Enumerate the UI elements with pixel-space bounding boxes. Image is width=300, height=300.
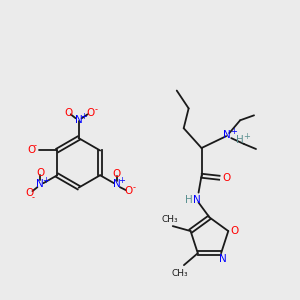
Text: H: H (185, 194, 193, 205)
Text: +: + (118, 176, 125, 185)
Text: CH₃: CH₃ (172, 268, 188, 278)
Text: +: + (80, 112, 87, 121)
Text: -: - (34, 141, 37, 150)
Text: CH₃: CH₃ (161, 215, 178, 224)
Text: -: - (95, 105, 98, 114)
Text: O: O (26, 188, 34, 198)
Text: -: - (132, 183, 135, 192)
Text: N: N (113, 179, 121, 189)
Text: O: O (36, 168, 44, 178)
Text: O: O (64, 108, 73, 118)
Text: N: N (219, 254, 227, 264)
Text: N: N (193, 194, 200, 205)
Text: O: O (113, 169, 121, 179)
Text: O: O (27, 146, 36, 155)
Text: N: N (37, 179, 44, 189)
Text: O: O (125, 186, 133, 196)
Text: +: + (42, 176, 49, 185)
Text: N: N (75, 115, 83, 125)
Text: N: N (224, 130, 231, 140)
Text: O: O (222, 173, 230, 183)
Text: O: O (86, 108, 95, 118)
Text: -: - (32, 194, 35, 202)
Text: O: O (230, 226, 238, 236)
Text: +: + (243, 132, 250, 141)
Text: +: + (230, 127, 237, 136)
Text: H: H (236, 135, 244, 145)
